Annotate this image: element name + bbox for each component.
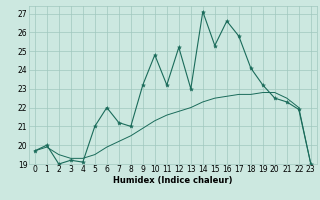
X-axis label: Humidex (Indice chaleur): Humidex (Indice chaleur): [113, 176, 233, 185]
